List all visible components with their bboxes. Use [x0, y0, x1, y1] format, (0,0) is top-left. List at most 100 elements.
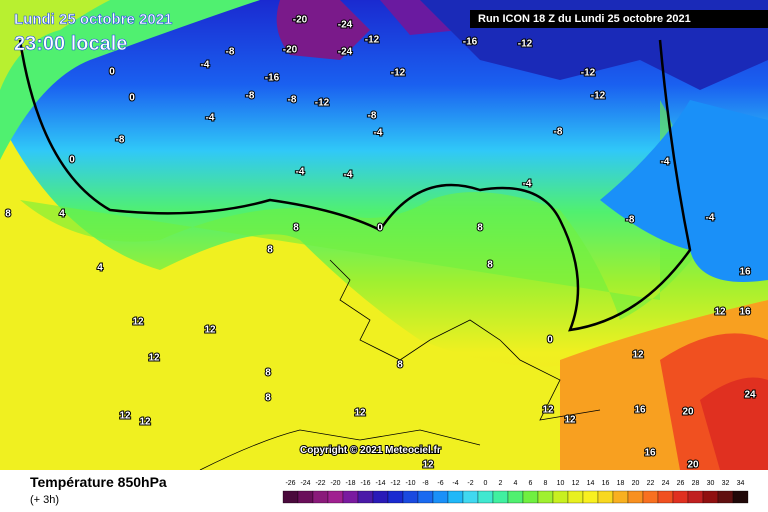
scale-label: 34 — [737, 480, 745, 487]
contour-label: 12 — [148, 353, 160, 364]
scale-swatch — [327, 490, 344, 504]
contour-label: -8 — [554, 127, 563, 138]
contour-label: 20 — [687, 460, 699, 471]
contour-label: 4 — [97, 263, 103, 274]
contour-label: 24 — [744, 390, 756, 401]
contour-label: -8 — [116, 135, 125, 146]
scale-label: 32 — [722, 480, 730, 487]
scale-label: -14 — [375, 480, 385, 487]
scale-label: -26 — [285, 480, 295, 487]
scale-swatch — [582, 490, 599, 504]
contour-label: -16 — [463, 37, 478, 48]
scale-label: 22 — [647, 480, 655, 487]
scale-label: 10 — [557, 480, 565, 487]
contour-label: -12 — [591, 91, 606, 102]
scale-label: -12 — [390, 480, 400, 487]
contour-label: 8 — [477, 223, 483, 234]
contour-label: -24 — [338, 47, 353, 58]
contour-label: 20 — [682, 407, 694, 418]
scale-swatch — [462, 490, 479, 504]
scale-swatch — [357, 490, 374, 504]
scale-label: 8 — [544, 480, 548, 487]
contour-label: 16 — [739, 307, 751, 318]
contour-label: -20 — [283, 45, 298, 56]
cold-core — [276, 0, 370, 60]
contour-label: 0 — [377, 223, 383, 234]
scale-label: -16 — [360, 480, 370, 487]
contour-label: -8 — [368, 111, 377, 122]
date: Lundi 25 octobre 2021 — [14, 11, 172, 28]
contour-label: 12 — [564, 415, 576, 426]
scale-swatch — [552, 490, 569, 504]
contour-label: 12 — [132, 317, 144, 328]
contour-label: 12 — [632, 350, 644, 361]
contour-label: 12 — [422, 460, 434, 471]
scale-swatch — [387, 490, 404, 504]
scale-swatch — [477, 490, 494, 504]
scale-swatch — [402, 490, 419, 504]
contour-label: 8 — [487, 260, 493, 271]
scale-label: 24 — [662, 480, 670, 487]
scale-label: 20 — [632, 480, 640, 487]
scale-label: 6 — [529, 480, 533, 487]
scale-label: -18 — [345, 480, 355, 487]
contour-label: -8 — [246, 91, 255, 102]
scale-label: 14 — [587, 480, 595, 487]
contour-label: -4 — [206, 113, 215, 124]
contour-label: 16 — [644, 448, 656, 459]
contour-label: -20 — [293, 15, 308, 26]
scale-label: 12 — [572, 480, 580, 487]
contour-label: 12 — [354, 408, 366, 419]
contour-label: -12 — [581, 68, 596, 79]
contour-label: 8 — [265, 368, 271, 379]
scale-swatch — [597, 490, 614, 504]
scale-swatch — [372, 490, 389, 504]
contour-label: -24 — [338, 20, 353, 31]
contour-label: 12 — [542, 405, 554, 416]
run-banner — [470, 10, 768, 28]
contour-label: 0 — [129, 93, 135, 104]
contour-label: 16 — [739, 267, 751, 278]
contour-label: 0 — [109, 67, 115, 78]
run-info: Run ICON 18 Z du Lundi 25 octobre 2021 — [478, 13, 691, 25]
contour-label: -4 — [201, 60, 210, 71]
time: 23:00 locale — [14, 33, 127, 55]
scale-label: -10 — [405, 480, 415, 487]
contour-label: -8 — [626, 215, 635, 226]
scale-label: -24 — [300, 480, 310, 487]
contour-label: 8 — [293, 223, 299, 234]
scale-swatch — [522, 490, 539, 504]
scale-label: -6 — [437, 480, 443, 487]
contour-label: -4 — [706, 213, 715, 224]
contour-label: 8 — [5, 209, 11, 220]
coastline — [199, 259, 601, 471]
contour-label: -4 — [296, 167, 305, 178]
contour-label: -12 — [518, 39, 533, 50]
contour-label: 12 — [714, 307, 726, 318]
contour-label: -12 — [315, 98, 330, 109]
scale-swatch — [717, 490, 734, 504]
scale-swatch — [687, 490, 704, 504]
scale-swatch — [447, 490, 464, 504]
scale-label: -4 — [452, 480, 458, 487]
scale-label: 16 — [602, 480, 610, 487]
contour-label: 8 — [397, 360, 403, 371]
scale-label: 2 — [499, 480, 503, 487]
scale-swatch — [732, 490, 749, 504]
contour-label: 12 — [119, 411, 131, 422]
contour-label: 12 — [139, 417, 151, 428]
scale-swatch — [537, 490, 554, 504]
contour-label: -12 — [365, 35, 380, 46]
scale-label: 30 — [707, 480, 715, 487]
scale-swatch — [507, 490, 524, 504]
contour-label: 4 — [59, 209, 65, 220]
scale-swatch — [672, 490, 689, 504]
scale-swatch — [612, 490, 629, 504]
scale-label: 18 — [617, 480, 625, 487]
scale-label: -20 — [330, 480, 340, 487]
scale-swatch — [567, 490, 584, 504]
scale-label: -8 — [422, 480, 428, 487]
zero-isotherm — [18, 39, 692, 332]
scale-swatch — [312, 490, 329, 504]
scale-swatch — [492, 490, 509, 504]
